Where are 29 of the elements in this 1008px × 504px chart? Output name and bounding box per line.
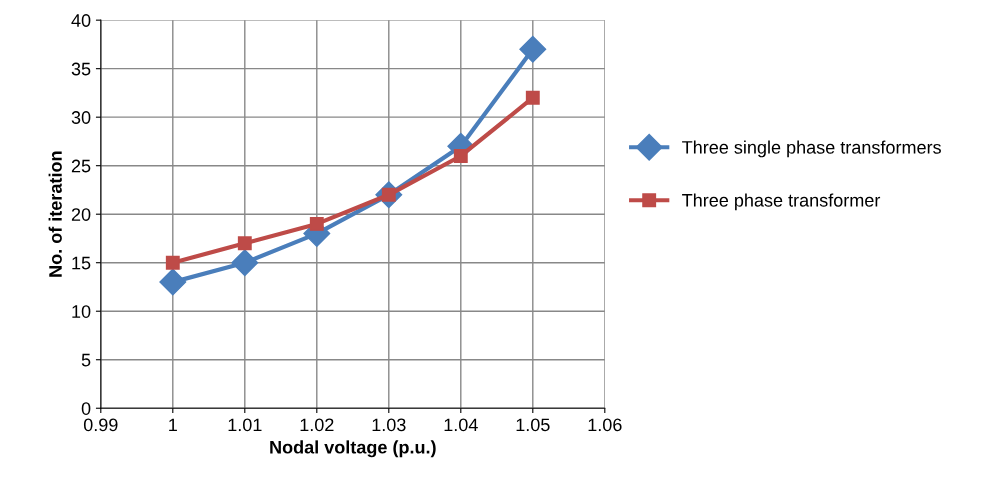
point [159,268,187,296]
x-tick-label: 1.02 [300,418,334,432]
y-tick-label: 40 [71,14,91,27]
point [525,90,540,105]
y-tick-label: 25 [71,159,91,173]
point [231,249,259,277]
x-tick-label: 1 [169,418,177,432]
x-tick-label: 1.05 [516,418,550,432]
point [237,236,252,251]
legend-label: Three phase transformer [682,193,881,211]
y-tick-label: 15 [72,256,91,270]
point [165,255,180,270]
y-tick-label: 5 [81,353,91,367]
point [453,149,468,163]
x-tick-label: 1.04 [444,418,478,432]
y-tick-label: 35 [71,62,91,76]
y-tick-label: 10 [72,305,91,318]
y-tick-label: 30 [71,111,91,124]
point [309,216,324,231]
x-tick-label: 1.06 [588,418,622,432]
y-tick-label: 20 [71,208,91,221]
x-tick-label: 0.99 [83,418,118,432]
y-tick-label: 0 [81,402,91,415]
x-tick-label: 1.01 [228,418,262,432]
y-axis-title: No. of iteration [48,151,62,277]
legend-label: Three single phase transformers [682,140,941,158]
point [519,35,547,63]
x-tick-label: 1.03 [372,418,406,432]
x-axis-title: Nodal voltage (p.u.) [270,440,436,458]
